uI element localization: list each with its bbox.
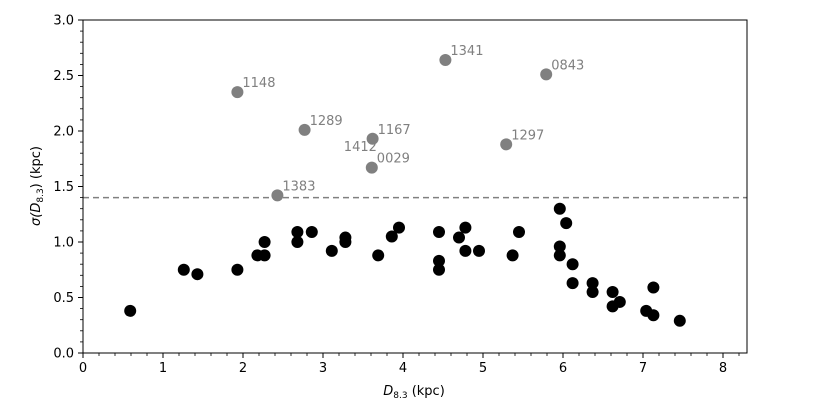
- x-tick-label-8: 8: [719, 361, 727, 376]
- data-point-s1-22: [473, 244, 485, 257]
- data-point-s1-1: [177, 263, 190, 276]
- x-tick-label-3: 3: [319, 361, 327, 376]
- data-point-s0-5: [439, 53, 452, 66]
- data-point-s1-16: [433, 263, 445, 276]
- point-label-1297: 1297: [511, 128, 544, 143]
- point-label-0843: 0843: [551, 58, 584, 73]
- data-point-s0-1: [298, 123, 311, 136]
- point-label-1412: 1412: [344, 140, 377, 155]
- data-point-s0-4: [271, 189, 284, 202]
- data-point-s1-3: [231, 263, 244, 276]
- data-point-s1-25: [553, 249, 566, 262]
- data-point-s1-21: [459, 221, 472, 234]
- data-point-s1-2: [191, 268, 204, 281]
- data-point-s1-31: [586, 277, 599, 290]
- y-tick-label-5: 2.5: [53, 69, 74, 84]
- data-point-s1-12: [339, 231, 352, 244]
- points-layer: [124, 53, 686, 327]
- y-tick-label-1: 0.5: [53, 291, 74, 306]
- data-point-s1-13: [372, 249, 385, 262]
- data-point-s1-39: [673, 314, 686, 327]
- x-tick-label-6: 6: [559, 361, 567, 376]
- data-point-s1-5: [258, 249, 271, 262]
- data-point-s1-24: [513, 226, 525, 239]
- y-tick-label-6: 3.0: [53, 14, 74, 29]
- data-point-s1-35: [613, 295, 626, 308]
- x-tick-label-0: 0: [79, 361, 87, 376]
- point-label-1383: 1383: [282, 179, 315, 194]
- data-point-s1-29: [566, 258, 579, 271]
- data-point-s1-32: [586, 285, 599, 298]
- x-tick-label-2: 2: [239, 361, 247, 376]
- y-tick-label-0: 0.0: [53, 347, 74, 362]
- data-point-s1-18: [433, 226, 445, 239]
- data-point-s1-33: [606, 285, 619, 298]
- x-tick-label-4: 4: [399, 361, 407, 376]
- point-label-1289: 1289: [310, 114, 343, 129]
- data-point-s1-8: [291, 226, 304, 239]
- point-label-1148: 1148: [242, 76, 275, 91]
- data-point-s1-7: [291, 236, 304, 248]
- point-label-1341: 1341: [450, 44, 483, 59]
- data-point-s1-26: [553, 240, 566, 253]
- data-point-s1-38: [647, 281, 660, 294]
- data-point-s0-7: [500, 138, 513, 151]
- data-point-s1-30: [566, 277, 579, 290]
- plot-frame: [82, 19, 748, 354]
- data-point-s0-2: [366, 132, 379, 145]
- x-tick-label-1: 1: [159, 361, 167, 376]
- data-point-s1-9: [305, 226, 318, 239]
- data-point-s1-10: [325, 244, 338, 257]
- y-axis-label: σ(D8.3) (kpc): [29, 146, 46, 226]
- data-point-s1-23: [506, 249, 519, 262]
- y-tick-label-2: 1.0: [53, 236, 74, 251]
- point-labels-layer: 1148 1289 1167 0029 1383 1341 0843 1297 1412: [242, 44, 584, 194]
- data-point-s1-17: [433, 254, 445, 267]
- y-tick-label-4: 2.0: [53, 125, 74, 140]
- x-tick-label-5: 5: [479, 361, 487, 376]
- data-point-s0-6: [540, 68, 553, 81]
- data-point-s1-28: [560, 217, 573, 230]
- data-point-s1-6: [258, 236, 271, 248]
- data-point-s1-14: [385, 230, 398, 243]
- x-axis-label: D8.3 (kpc): [383, 384, 445, 401]
- data-point-s1-37: [647, 309, 660, 322]
- point-label-0029: 0029: [377, 152, 410, 167]
- data-point-s1-19: [453, 231, 465, 244]
- data-point-s1-0: [124, 304, 137, 317]
- x-tick-label-7: 7: [639, 361, 647, 376]
- point-label-1167: 1167: [378, 123, 411, 138]
- data-point-s1-15: [393, 221, 405, 234]
- data-point-s1-27: [553, 202, 566, 215]
- y-tick-label-3: 1.5: [53, 180, 74, 195]
- data-point-s1-20: [459, 244, 472, 257]
- data-point-s0-3: [365, 161, 378, 174]
- data-point-s0-0: [231, 86, 244, 99]
- axes-layer: 0 1 2 3 4 5 6 7 8 0.0 0.5 1.0 1.5 2.0 2.5 3.0: [53, 14, 748, 376]
